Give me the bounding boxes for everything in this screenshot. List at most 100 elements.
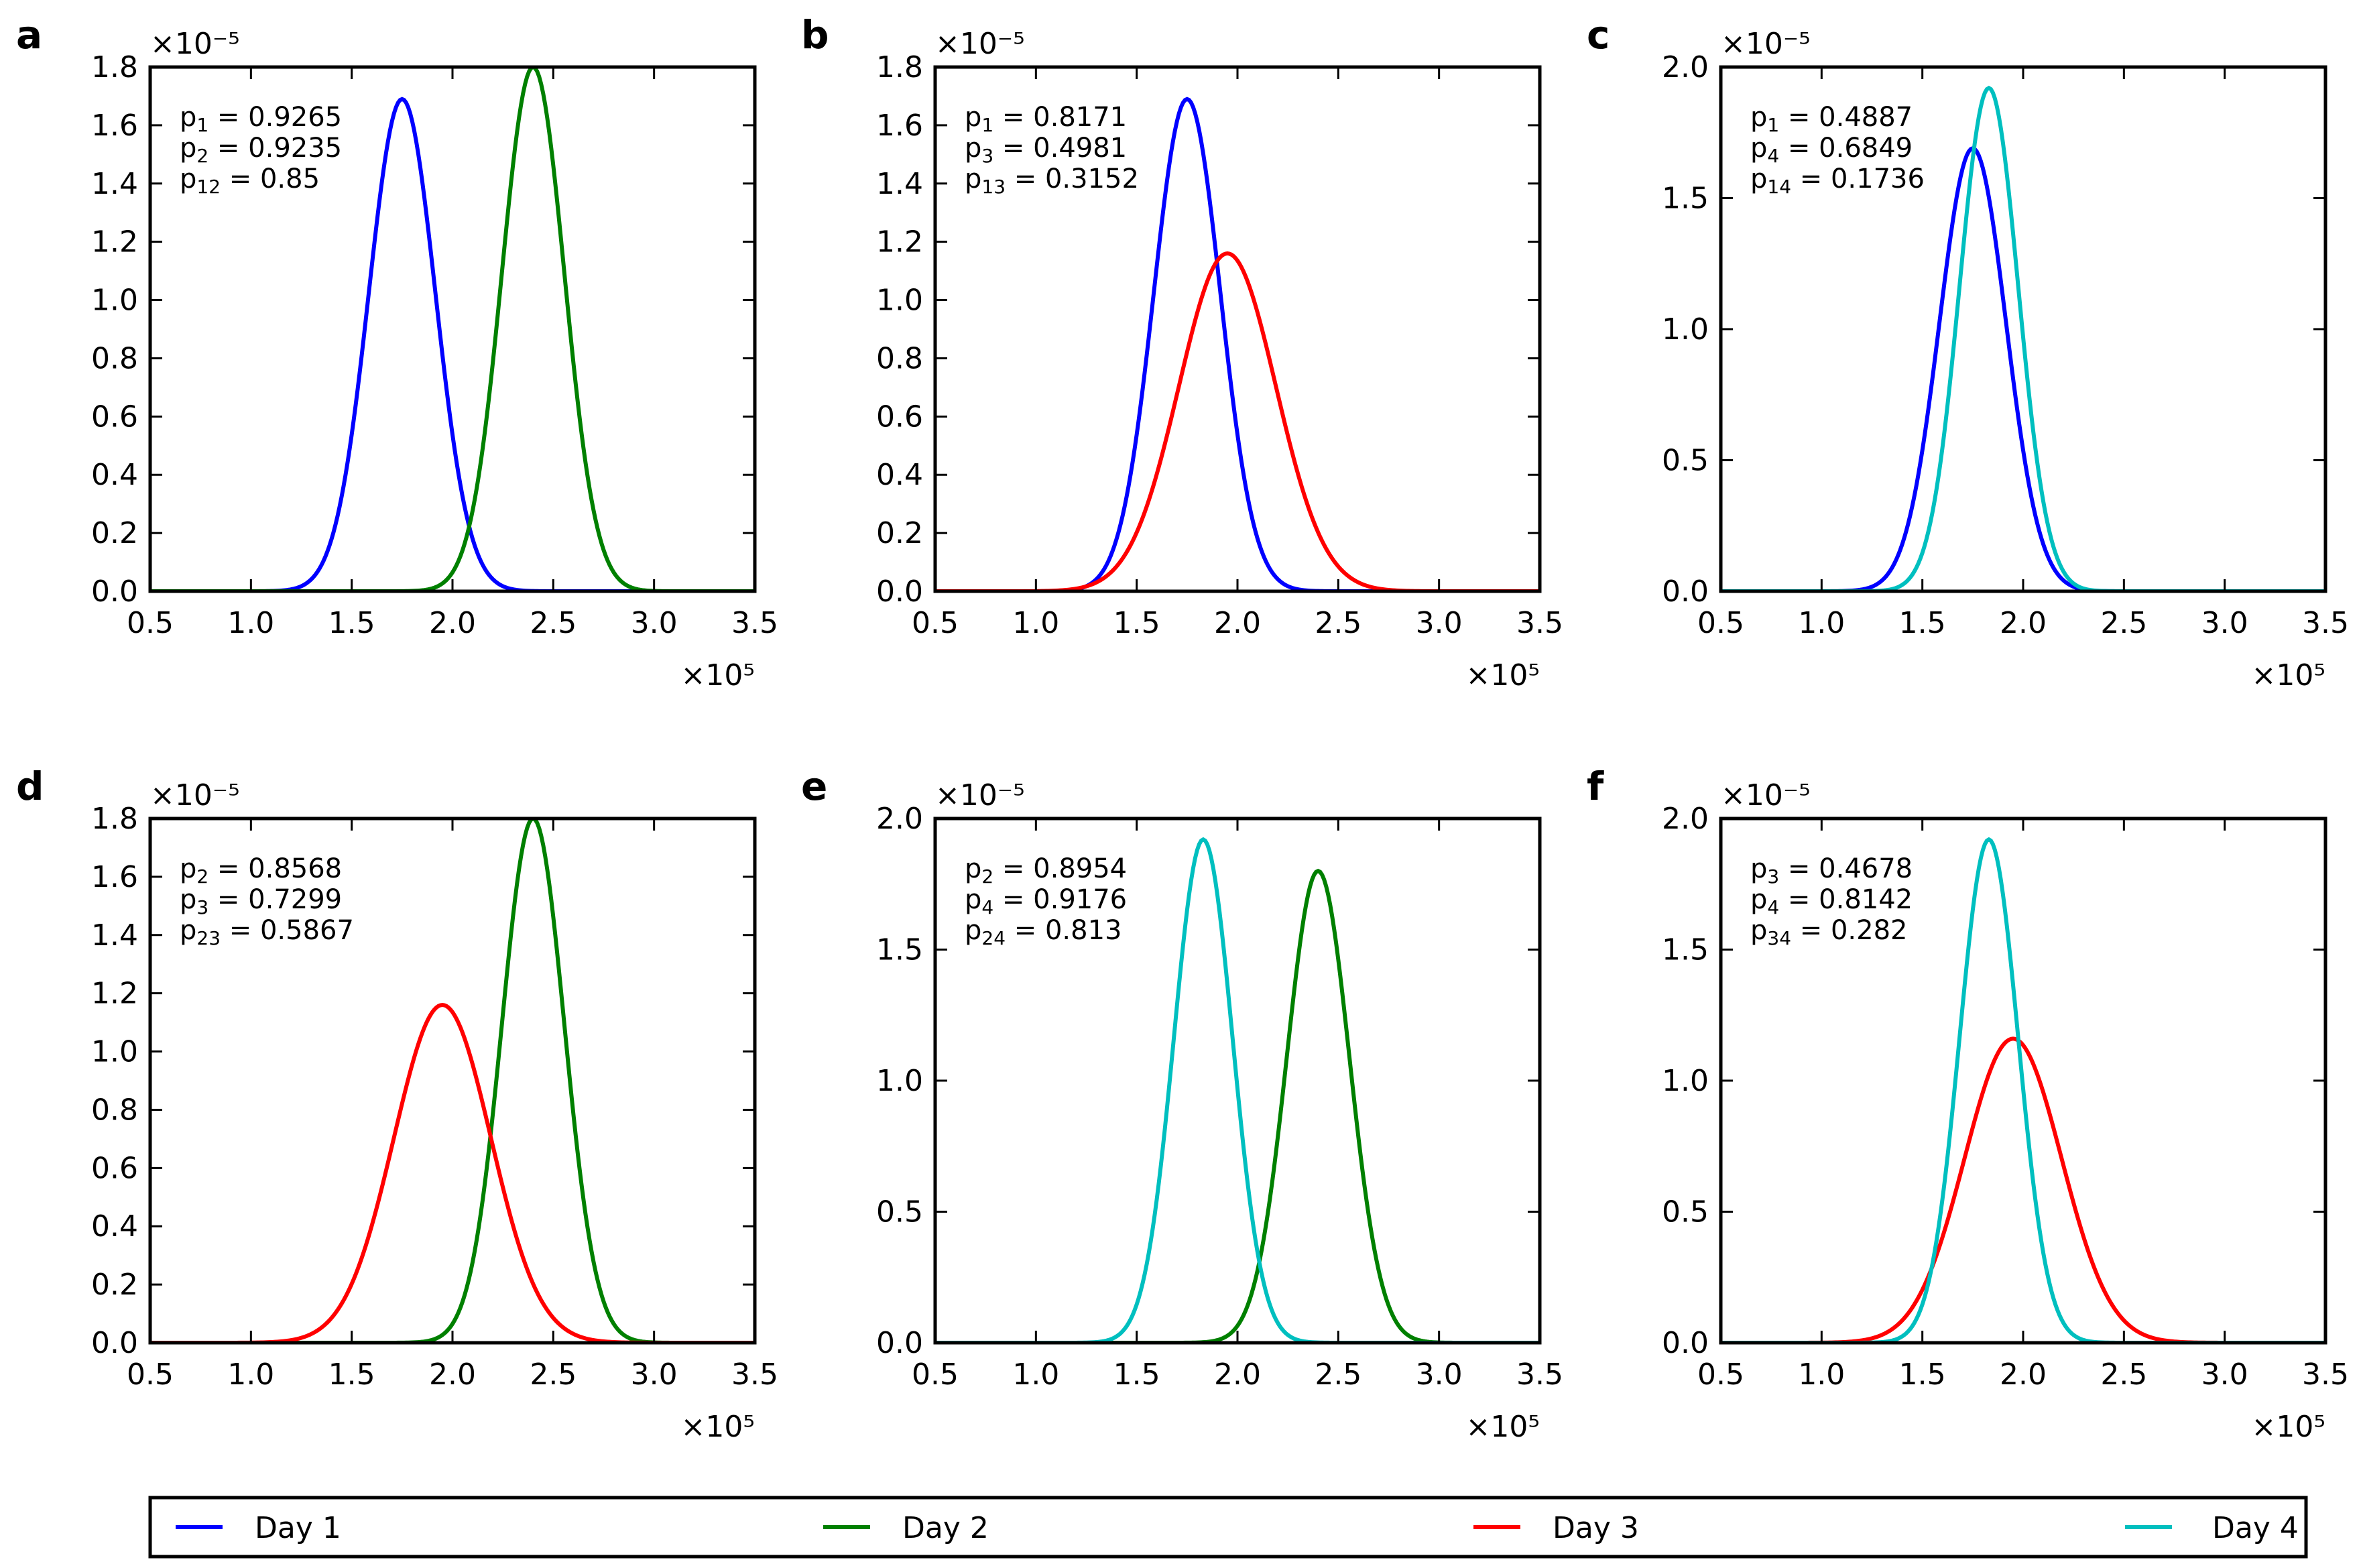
x-tick-label: 3.5 [2302, 1358, 2349, 1392]
x-tick-label: 1.0 [1012, 1358, 1059, 1392]
annotation: p4 = 0.8142 [1750, 884, 1913, 918]
annotation-subscript: 1 [1767, 114, 1779, 136]
y-tick-label: 0.4 [876, 458, 923, 492]
y-tick-label: 2.0 [876, 802, 923, 836]
annotation-symbol: p [1750, 102, 1767, 133]
x-tick-label: 2.5 [530, 606, 577, 640]
annotation: p24 = 0.813 [965, 915, 1122, 949]
annotation: p23 = 0.5867 [180, 915, 354, 949]
y-tick-label: 0.5 [1662, 1195, 1709, 1229]
x-tick-label: 1.5 [1113, 606, 1160, 640]
curve-day-4 [1721, 837, 2325, 1343]
y-tick-label: 1.2 [876, 225, 923, 259]
annotation-subscript: 2 [196, 145, 208, 167]
curve-day-4 [935, 837, 1540, 1343]
annotation-subscript: 13 [981, 176, 1006, 198]
annotation: p3 = 0.4678 [1750, 853, 1913, 888]
x-multiplier: ×10⁵ [1466, 1410, 1540, 1444]
x-tick-label: 2.0 [1214, 1358, 1261, 1392]
x-tick-label: 3.0 [1416, 1358, 1463, 1392]
legend-label-day4: Day 4 [2212, 1511, 2299, 1545]
y-tick-label: 2.0 [1662, 802, 1709, 836]
annotation-symbol: p [1750, 884, 1767, 915]
annotation-symbol: p [965, 102, 981, 133]
y-tick-label: 1.0 [876, 1064, 923, 1098]
annotation: p13 = 0.3152 [965, 164, 1139, 198]
x-tick-label: 0.5 [1697, 606, 1744, 640]
y-tick-label: 0.6 [876, 400, 923, 434]
x-multiplier: ×10⁵ [2252, 1410, 2326, 1444]
panel-c: 0.5 1.0 1.5 2.0 2.5 3.0 3.50.00.51.01.52.0×10⁻… [1587, 12, 2349, 692]
x-tick-label: 3.5 [731, 1358, 778, 1392]
annotation-value: = 0.9265 [208, 102, 342, 133]
x-tick-label: 2.5 [1315, 606, 1361, 640]
panel-letter: b [801, 12, 829, 58]
y-tick-label: 0.2 [876, 516, 923, 550]
y-multiplier: ×10⁻⁵ [935, 778, 1025, 812]
y-tick-label: 1.0 [1662, 1064, 1709, 1098]
annotation-subscript: 24 [981, 927, 1006, 949]
annotation-symbol: p [1750, 164, 1767, 194]
annotation: p12 = 0.85 [180, 164, 320, 198]
annotation: p2 = 0.9235 [180, 133, 342, 167]
annotation-symbol: p [180, 102, 196, 133]
annotation-symbol: p [180, 853, 196, 884]
x-tick-label: 1.5 [1899, 1358, 1946, 1392]
y-tick-label: 1.4 [91, 918, 138, 953]
x-tick-label: 3.5 [2302, 606, 2349, 640]
x-tick-label: 1.5 [1899, 606, 1946, 640]
legend-frame [148, 1496, 2308, 1559]
legend-label-day2: Day 2 [902, 1511, 989, 1545]
y-multiplier: ×10⁻⁵ [1721, 27, 1811, 61]
x-tick-label: 2.5 [1315, 1358, 1361, 1392]
annotation-symbol: p [180, 884, 196, 915]
annotation-value: = 0.9235 [208, 133, 342, 164]
y-tick-label: 1.0 [91, 284, 138, 318]
annotation-subscript: 4 [1767, 896, 1779, 918]
y-tick-label: 1.8 [876, 50, 923, 84]
y-tick-label: 0.0 [876, 575, 923, 609]
y-tick-label: 1.5 [1662, 933, 1709, 967]
y-tick-label: 0.2 [91, 1268, 138, 1302]
y-tick-label: 0.0 [876, 1326, 923, 1360]
y-tick-label: 2.0 [1662, 50, 1709, 84]
x-tick-label: 3.5 [1516, 1358, 1563, 1392]
annotation-value: = 0.6849 [1779, 133, 1913, 164]
y-multiplier: ×10⁻⁵ [150, 27, 240, 61]
annotation-value: = 0.3152 [1006, 164, 1139, 194]
y-tick-label: 1.2 [91, 225, 138, 259]
curve-day-3 [150, 1003, 755, 1343]
annotation-subscript: 3 [196, 896, 208, 918]
annotation-symbol: p [965, 915, 981, 946]
annotation-symbol: p [1750, 133, 1767, 164]
annotation-value: = 0.813 [1006, 915, 1122, 946]
y-tick-label: 1.5 [876, 933, 923, 967]
x-tick-label: 0.5 [912, 1358, 959, 1392]
annotation-subscript: 1 [196, 114, 208, 136]
annotation: p3 = 0.7299 [180, 884, 342, 918]
x-tick-label: 1.5 [1113, 1358, 1160, 1392]
y-tick-label: 0.6 [91, 1151, 138, 1185]
annotation-value: = 0.4887 [1779, 102, 1913, 133]
x-tick-label: 0.5 [127, 1358, 174, 1392]
annotation-value: = 0.282 [1791, 915, 1907, 946]
annotation: p1 = 0.4887 [1750, 102, 1913, 136]
annotation-symbol: p [965, 164, 981, 194]
x-tick-label: 2.5 [530, 1358, 577, 1392]
x-tick-label: 2.0 [1214, 606, 1261, 640]
x-tick-label: 2.0 [2000, 606, 2047, 640]
x-tick-label: 1.0 [1012, 606, 1059, 640]
x-tick-label: 2.5 [2100, 1358, 2147, 1392]
x-tick-label: 3.5 [1516, 606, 1563, 640]
x-tick-label: 1.0 [227, 606, 274, 640]
x-tick-label: 3.0 [631, 1358, 678, 1392]
x-tick-label: 3.5 [731, 606, 778, 640]
annotation-subscript: 23 [196, 927, 221, 949]
y-tick-label: 1.0 [91, 1035, 138, 1069]
x-tick-label: 1.0 [1798, 1358, 1845, 1392]
y-tick-label: 0.2 [91, 516, 138, 550]
annotation-value: = 0.85 [221, 164, 320, 194]
y-tick-label: 0.0 [1662, 1326, 1709, 1360]
y-tick-label: 0.4 [91, 1209, 138, 1244]
